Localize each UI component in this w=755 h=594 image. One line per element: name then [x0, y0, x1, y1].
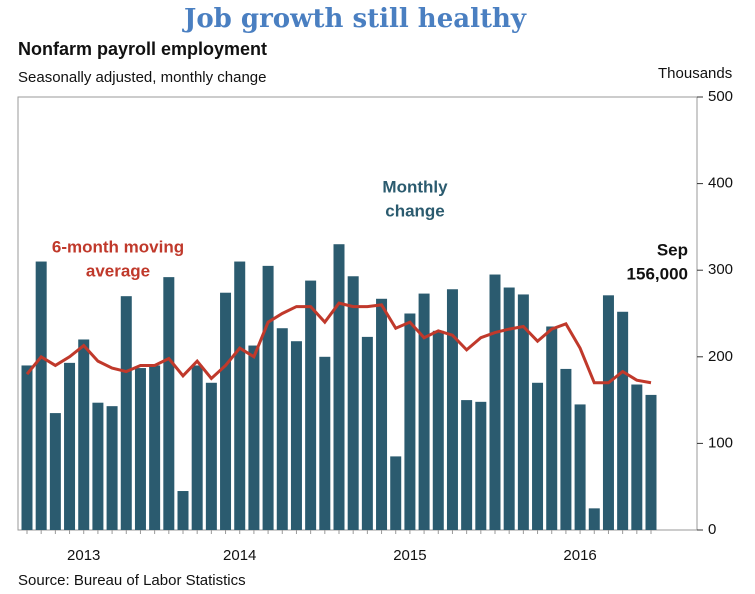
- y-tick-label: 500: [708, 88, 733, 105]
- annotation: change: [385, 201, 445, 220]
- bar: [64, 362, 76, 530]
- bar: [617, 311, 629, 530]
- bar: [645, 394, 657, 530]
- bar: [134, 368, 146, 530]
- bar: [35, 261, 47, 530]
- bar: [234, 261, 246, 530]
- bar: [262, 265, 274, 530]
- x-tick-label: 2014: [223, 547, 256, 564]
- bar: [390, 456, 402, 530]
- bar: [120, 296, 132, 530]
- bar: [163, 277, 175, 530]
- bar: [532, 382, 544, 530]
- bar: [305, 280, 317, 530]
- subtitle: Nonfarm payroll employment: [18, 39, 267, 59]
- bar: [21, 365, 33, 530]
- y-tick-label: 400: [708, 175, 733, 192]
- annotation: 156,000: [627, 264, 688, 283]
- bar: [347, 276, 359, 530]
- bar: [418, 293, 430, 530]
- bar: [546, 326, 558, 530]
- bar: [106, 406, 118, 530]
- y-tick-label: 300: [708, 261, 733, 278]
- bar: [276, 328, 288, 530]
- bar: [404, 313, 416, 530]
- bar: [92, 402, 104, 530]
- annotation: average: [86, 261, 150, 280]
- y-tick-label: 100: [708, 434, 733, 451]
- bar: [517, 294, 529, 530]
- bar: [177, 491, 189, 530]
- bar: [475, 401, 487, 530]
- bar: [489, 274, 501, 530]
- bar: [588, 508, 600, 530]
- bar: [446, 289, 458, 530]
- annotation: Sep: [657, 240, 688, 259]
- x-tick-label: 2013: [67, 547, 100, 564]
- bar: [503, 287, 515, 530]
- y-axis-label: Thousands: [658, 65, 732, 82]
- bar: [205, 382, 217, 530]
- bar: [191, 365, 203, 530]
- bar: [220, 292, 232, 530]
- bar: [333, 244, 345, 530]
- bar: [49, 413, 61, 530]
- source: Source: Bureau of Labor Statistics: [18, 572, 246, 589]
- bar: [560, 368, 572, 530]
- moving-average-line: [25, 301, 652, 385]
- bar: [361, 336, 373, 530]
- bar: [376, 298, 388, 530]
- annotation: 6-month moving: [52, 237, 184, 256]
- bar: [461, 400, 473, 530]
- bar: [432, 330, 444, 530]
- x-tick-label: 2015: [393, 547, 426, 564]
- bar: [602, 295, 614, 530]
- chart-title: Job growth still healthy: [182, 4, 527, 34]
- x-tick-label: 2016: [563, 547, 596, 564]
- bar: [631, 384, 643, 530]
- bar: [290, 341, 302, 530]
- bar: [319, 356, 331, 530]
- bar: [248, 345, 260, 530]
- annotation: Monthly: [382, 177, 448, 196]
- y-tick-label: 0: [708, 521, 716, 538]
- subtitle: Seasonally adjusted, monthly change: [18, 69, 267, 86]
- bar: [78, 339, 90, 530]
- bar: [149, 365, 161, 530]
- bar: [574, 404, 586, 530]
- y-tick-label: 200: [708, 348, 733, 365]
